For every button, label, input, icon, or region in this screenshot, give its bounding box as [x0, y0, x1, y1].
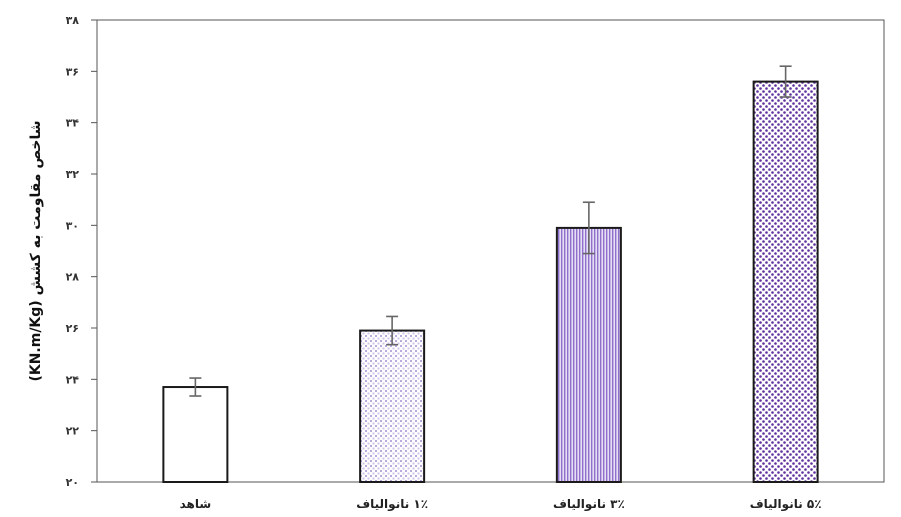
y-tick-label: ۳۲	[66, 168, 80, 181]
y-tick-label: ۳۴	[66, 117, 80, 130]
bars	[162, 80, 819, 484]
bar	[555, 226, 622, 483]
y-axis-title: (KN.m/Kg) شاخص مقاومت به کشش	[28, 120, 44, 381]
y-tick-label: ۲۸	[66, 271, 80, 284]
y-tick-label: ۲۰	[66, 476, 79, 489]
bar	[162, 386, 229, 483]
bar	[752, 80, 819, 483]
y-tick-label: ۳۸	[66, 14, 80, 27]
error-bars	[189, 65, 792, 397]
x-axis: شاهد ۱٪ نانوالیاف ۳٪ نانوالیاف ۵٪ نانوالیاف	[180, 497, 822, 512]
y-tick-label: ۳۰	[66, 219, 79, 232]
y-tick-label: ۲۲	[66, 425, 80, 438]
y-tick-label: ۲۴	[66, 373, 80, 386]
bar	[359, 329, 426, 484]
category-label: ۱٪ نانوالیاف	[356, 497, 428, 512]
y-tick-label: ۳۶	[66, 65, 79, 78]
category-label: شاهد	[180, 497, 212, 511]
plot-area-frame	[96, 19, 885, 483]
y-axis: ۲۰ ۲۲ ۲۴ ۲۶ ۲۸ ۳۰ ۳۲ ۳۴ ۳۶ ۳۸	[66, 14, 97, 489]
category-label: ۳٪ نانوالیاف	[553, 497, 625, 512]
category-label: ۵٪ نانوالیاف	[750, 497, 822, 512]
y-tick-label: ۲۶	[66, 322, 79, 335]
